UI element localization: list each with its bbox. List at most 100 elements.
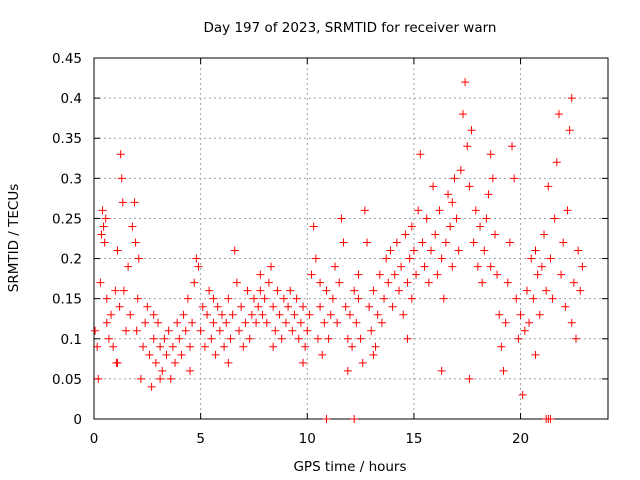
data-point — [452, 214, 461, 223]
data-point — [420, 262, 429, 271]
data-point — [444, 190, 453, 199]
data-point — [290, 310, 299, 319]
data-point — [343, 334, 352, 343]
data-point — [546, 415, 555, 423]
data-point — [463, 142, 472, 151]
data-point — [296, 318, 305, 327]
data-point — [228, 310, 237, 319]
data-point — [211, 350, 220, 359]
data-point — [540, 230, 549, 239]
y-tick-label: 0.3 — [61, 171, 82, 187]
data-point — [164, 326, 173, 335]
y-tick-label: 0.15 — [52, 292, 82, 308]
data-point — [301, 342, 310, 351]
data-point — [392, 238, 401, 247]
data-point — [277, 334, 286, 343]
data-point — [116, 150, 125, 159]
data-point — [343, 366, 352, 375]
data-point — [337, 214, 346, 223]
data-point — [435, 206, 444, 215]
data-point — [309, 222, 318, 231]
data-point — [576, 286, 585, 295]
data-point — [175, 334, 184, 343]
data-point — [433, 270, 442, 279]
data-point — [486, 262, 495, 271]
data-point — [527, 254, 536, 263]
data-point — [544, 182, 553, 191]
data-point — [119, 286, 128, 295]
data-point — [126, 310, 135, 319]
data-point — [93, 342, 102, 351]
data-point — [473, 262, 482, 271]
data-point — [499, 366, 508, 375]
data-point — [153, 318, 162, 327]
data-point — [407, 222, 416, 231]
y-tick-label: 0.25 — [52, 211, 82, 227]
data-point — [134, 254, 143, 263]
data-point — [113, 358, 122, 367]
data-point — [362, 238, 371, 247]
data-point — [247, 310, 256, 319]
y-tick-label: 0.4 — [61, 91, 82, 107]
data-point — [501, 318, 510, 327]
data-point — [188, 318, 197, 327]
data-point — [121, 326, 130, 335]
data-point — [546, 254, 555, 263]
data-point — [209, 318, 218, 327]
data-point — [516, 310, 525, 319]
data-point — [512, 294, 521, 303]
data-point — [171, 358, 180, 367]
data-point — [478, 278, 487, 287]
data-point — [403, 334, 412, 343]
data-point — [166, 374, 175, 383]
data-point — [222, 318, 231, 327]
data-point — [554, 110, 563, 119]
data-point — [97, 230, 106, 239]
data-point — [394, 286, 403, 295]
data-point — [495, 310, 504, 319]
data-point — [446, 222, 455, 231]
data-point — [416, 150, 425, 159]
data-point — [194, 262, 203, 271]
data-point — [518, 390, 527, 399]
data-point — [111, 286, 120, 295]
data-point — [115, 302, 124, 311]
data-point — [160, 334, 169, 343]
data-point — [322, 286, 331, 295]
data-point — [113, 246, 122, 255]
data-point — [563, 206, 572, 215]
data-point — [305, 310, 314, 319]
data-point — [407, 294, 416, 303]
data-point — [322, 415, 331, 423]
data-point — [422, 214, 431, 223]
data-point — [249, 294, 258, 303]
y-tick-label: 0.45 — [52, 51, 82, 67]
data-point — [313, 334, 322, 343]
data-point — [458, 110, 467, 119]
x-tick-label: 5 — [196, 431, 205, 447]
data-point — [100, 238, 109, 247]
data-point — [205, 286, 214, 295]
data-point — [147, 382, 156, 391]
data-point — [578, 262, 587, 271]
data-point — [345, 310, 354, 319]
data-point — [514, 334, 523, 343]
data-point — [377, 318, 386, 327]
data-point — [348, 342, 357, 351]
y-tick-label: 0.2 — [61, 252, 82, 268]
data-point — [552, 158, 561, 167]
data-point — [493, 270, 502, 279]
data-point — [151, 358, 160, 367]
data-point — [456, 166, 465, 175]
data-point — [358, 358, 367, 367]
data-point — [235, 326, 244, 335]
data-point — [98, 206, 107, 215]
data-point — [158, 366, 167, 375]
data-point — [360, 206, 369, 215]
data-point — [215, 326, 224, 335]
y-tick-label: 0 — [73, 412, 82, 428]
data-point — [409, 246, 418, 255]
data-point — [239, 342, 248, 351]
data-point — [220, 342, 229, 351]
